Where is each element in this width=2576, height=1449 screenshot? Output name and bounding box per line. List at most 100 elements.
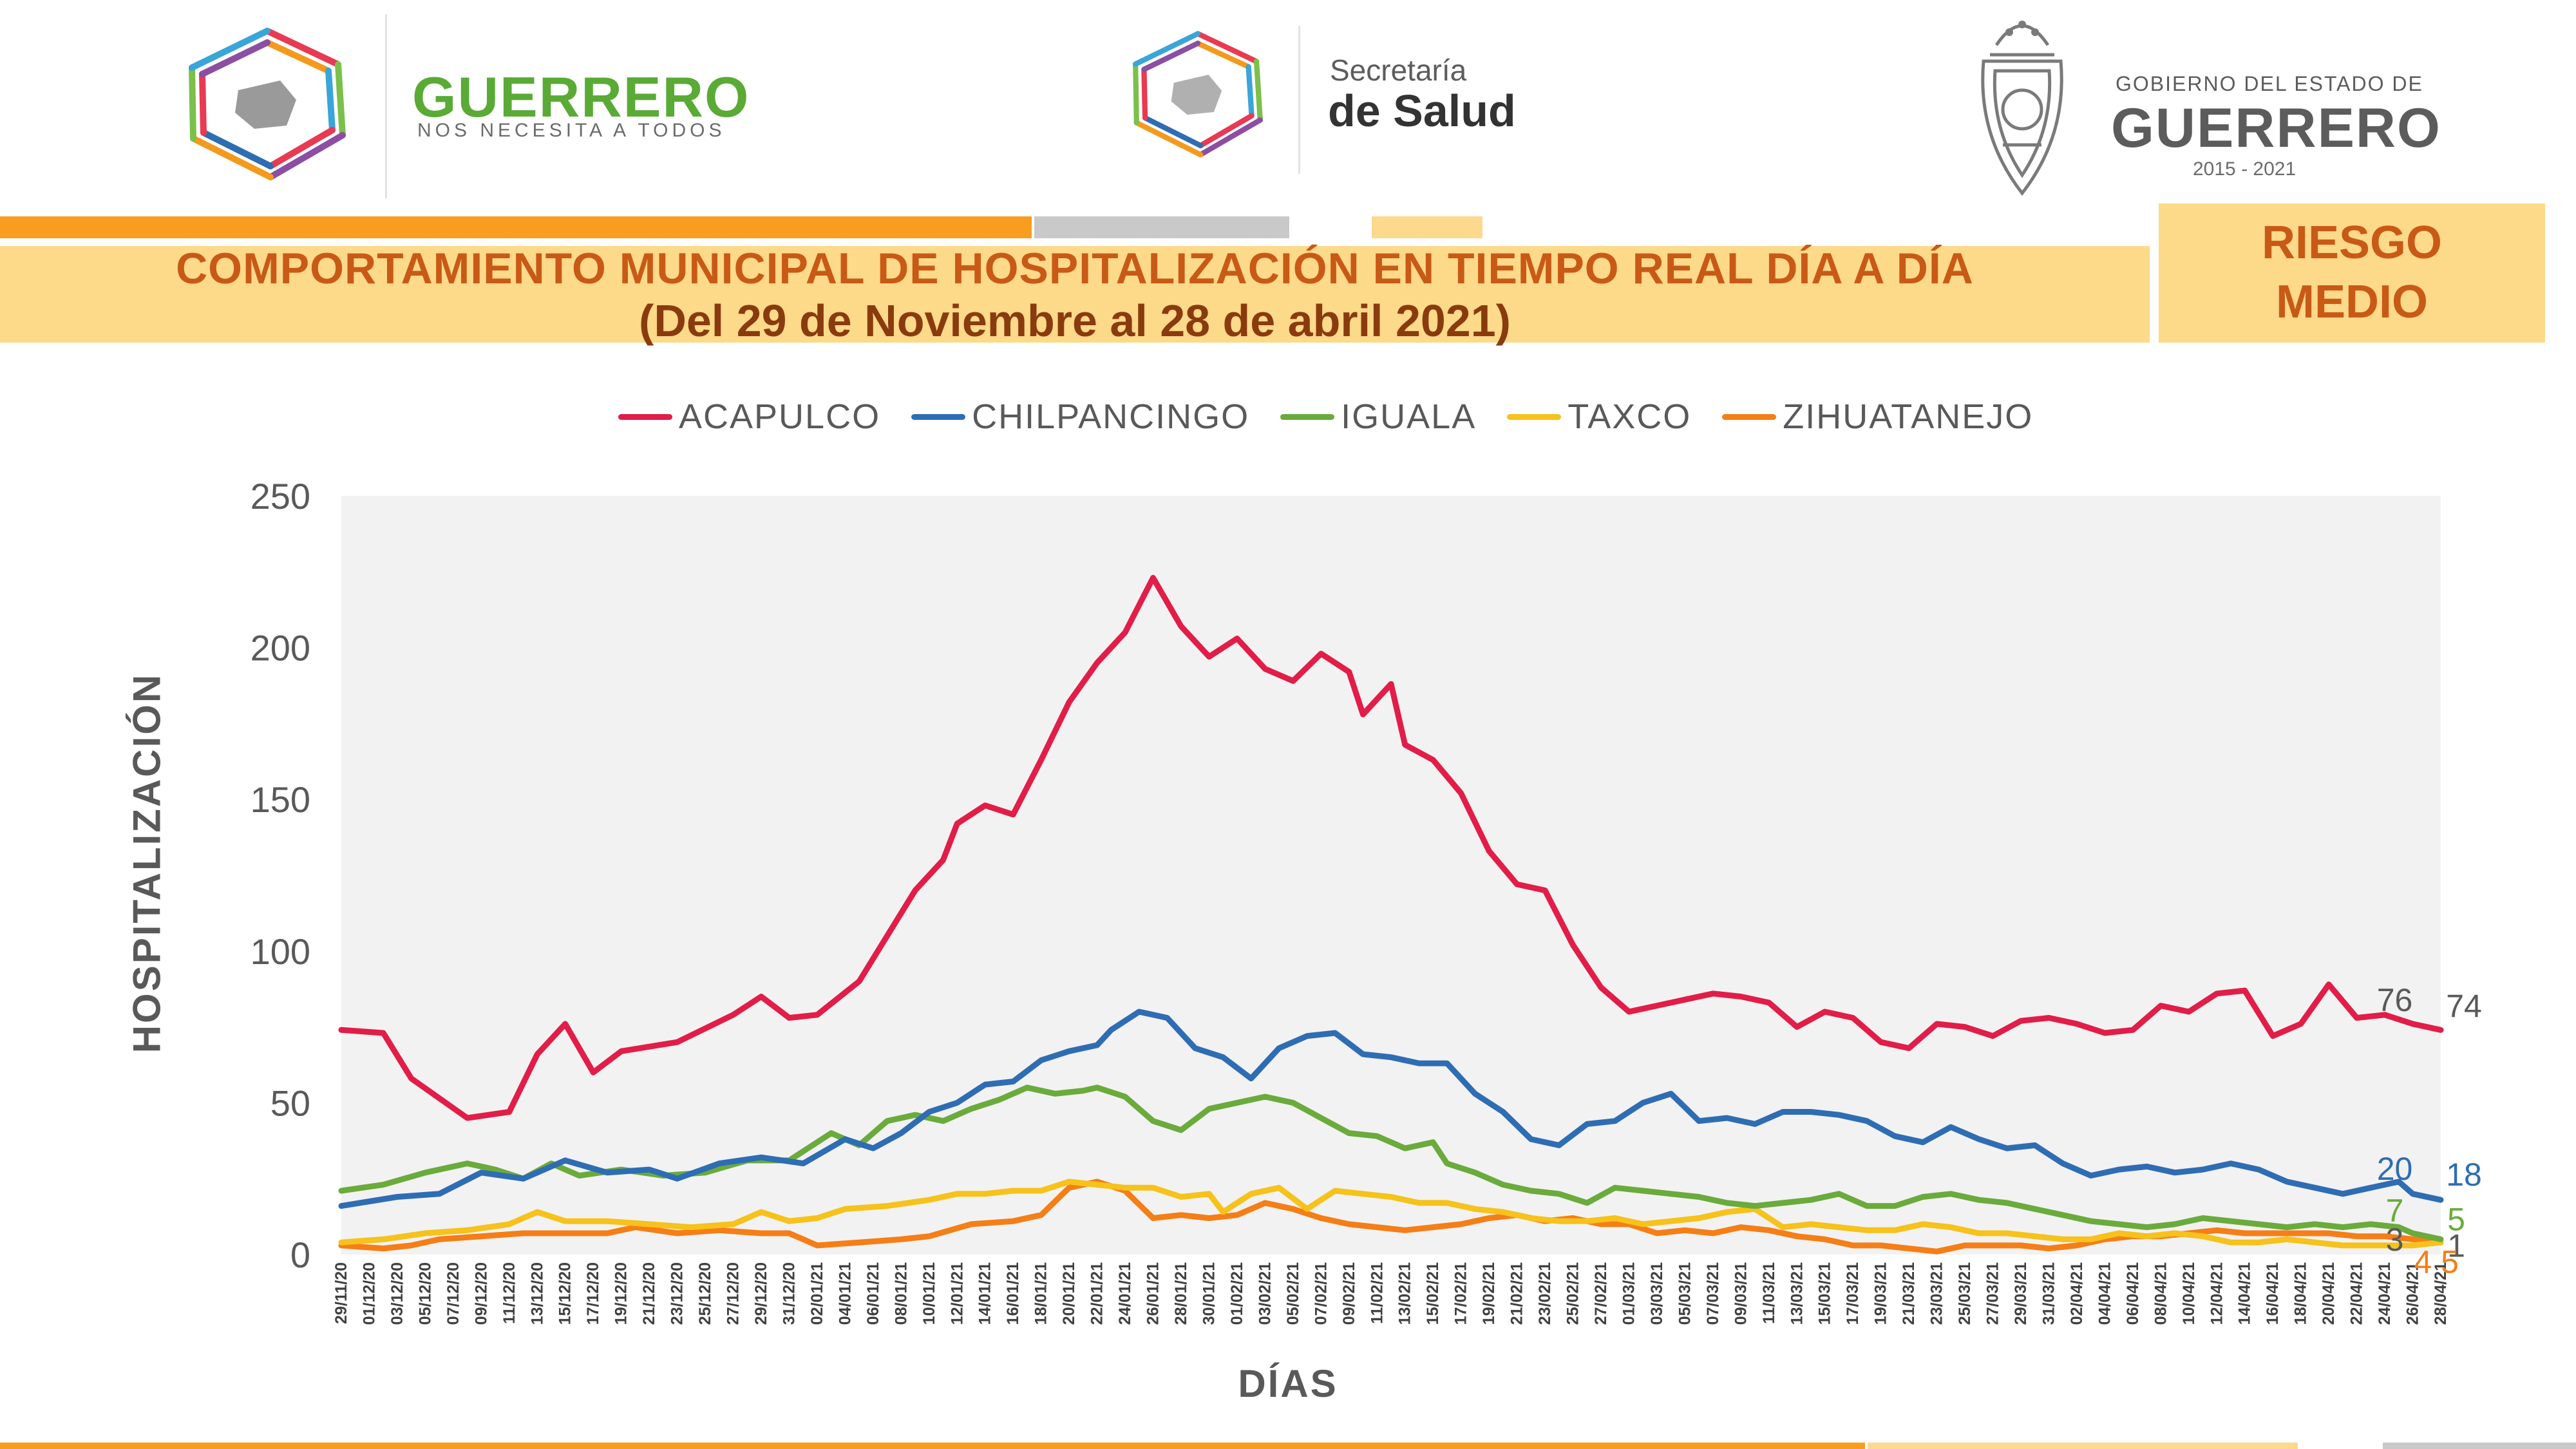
x-tick-label: 11/02/21 — [1368, 1262, 1386, 1324]
x-tick-label: 22/01/21 — [1088, 1262, 1106, 1325]
x-tick-label: 28/01/21 — [1172, 1262, 1190, 1325]
top-bar-grey — [1034, 216, 1289, 238]
bottom-bar-orange — [0, 1443, 1865, 1449]
legend-item-taxco: TAXCO — [1507, 397, 1691, 437]
x-tick-label: 18/04/21 — [2292, 1262, 2310, 1325]
x-tick-label: 26/01/21 — [1144, 1262, 1162, 1325]
x-tick-label: 23/12/20 — [668, 1262, 687, 1325]
x-tick-label: 09/12/20 — [472, 1262, 490, 1325]
title-banner — [0, 246, 2150, 343]
x-tick-label: 22/04/21 — [2348, 1262, 2366, 1325]
secretaria-wheel-logo — [1133, 31, 1263, 158]
x-tick-label: 10/01/21 — [920, 1262, 938, 1325]
x-tick-label: 02/01/21 — [808, 1262, 826, 1325]
legend-label-acapulco: ACAPULCO — [679, 397, 881, 436]
x-tick-label: 14/01/21 — [976, 1262, 994, 1325]
x-tick-label: 03/03/21 — [1648, 1262, 1666, 1325]
x-tick-label: 15/12/20 — [556, 1262, 574, 1325]
y-tick-label: 100 — [251, 931, 310, 972]
x-tick-label: 07/02/21 — [1312, 1262, 1330, 1325]
banner-subtitle: (Del 29 de Noviembre al 28 de abril 2021… — [639, 296, 1511, 346]
x-tick-label: 06/01/21 — [864, 1262, 882, 1325]
x-tick-label: 27/12/20 — [724, 1262, 743, 1325]
series-line-chilpancingo — [338, 1009, 2444, 1209]
top-bar-orange — [0, 216, 1032, 238]
x-tick-label: 17/12/20 — [584, 1262, 602, 1325]
x-tick-label: 24/04/21 — [2376, 1262, 2394, 1325]
risk-line-1: RIESGO — [2261, 217, 2443, 269]
gobierno-label: GOBIERNO DEL ESTADO DE — [2116, 72, 2423, 95]
x-tick-label: 07/12/20 — [444, 1262, 462, 1325]
x-tick-label: 21/02/21 — [1508, 1262, 1526, 1325]
legend-item-acapulco: ACAPULCO — [618, 397, 880, 437]
x-tick-label: 15/02/21 — [1424, 1262, 1442, 1325]
risk-line-2: MEDIO — [2275, 276, 2428, 328]
legend-item-chilpancingo: CHILPANCINGO — [911, 397, 1249, 437]
data-label-acapulco: 74 — [2446, 988, 2482, 1024]
x-tick-label: 25/12/20 — [696, 1262, 714, 1325]
x-tick-label: 26/04/21 — [2404, 1262, 2422, 1325]
y-tick-label: 200 — [251, 628, 310, 668]
series-line-acapulco — [338, 574, 2444, 1121]
data-label-chilpancingo: 20 — [2377, 1151, 2413, 1187]
guerrero-brand-title: GUERRERO — [412, 65, 750, 129]
x-tick-label: 04/01/21 — [836, 1262, 854, 1325]
x-tick-label: 20/04/21 — [2320, 1262, 2338, 1325]
x-tick-label: 12/01/21 — [948, 1262, 966, 1325]
x-tick-label: 29/03/21 — [2012, 1262, 2030, 1325]
x-tick-label: 31/03/21 — [2040, 1262, 2058, 1325]
x-tick-label: 08/01/21 — [892, 1262, 910, 1325]
x-tick-label: 12/04/21 — [2208, 1262, 2226, 1325]
banner-title: COMPORTAMIENTO MUNICIPAL DE HOSPITALIZAC… — [176, 244, 1974, 293]
legend-swatch-iguala — [1280, 413, 1335, 420]
y-tick-label: 50 — [270, 1083, 310, 1123]
x-tick-label: 06/04/21 — [2124, 1262, 2142, 1325]
x-tick-label: 19/02/21 — [1480, 1262, 1498, 1325]
data-label-chilpancingo: 18 — [2446, 1157, 2482, 1193]
secretaria-divider — [1298, 26, 1300, 174]
data-label-zihuatanejo: 5 — [2441, 1244, 2459, 1280]
x-tick-label: 23/02/21 — [1536, 1262, 1554, 1325]
header-divider — [385, 14, 387, 198]
x-tick-label: 19/03/21 — [1872, 1262, 1890, 1325]
x-tick-label: 07/03/21 — [1704, 1262, 1722, 1325]
x-axis-title: DÍAS — [1238, 1362, 1338, 1405]
x-tick-label: 29/12/20 — [752, 1262, 770, 1325]
x-tick-label: 25/02/21 — [1564, 1262, 1582, 1325]
x-tick-label: 27/03/21 — [1984, 1262, 2002, 1325]
bottom-bar-grey — [2383, 1443, 2576, 1449]
chart-legend: ACAPULCO CHILPANCINGO IGUALA TAXCO ZIHUA… — [618, 394, 2033, 439]
x-tick-label: 20/01/21 — [1060, 1262, 1078, 1325]
series-line-taxco — [338, 1179, 2444, 1249]
salud-label: de Salud — [1328, 86, 1516, 136]
legend-item-iguala: IGUALA — [1280, 397, 1476, 437]
x-tick-label: 25/03/21 — [1956, 1262, 1974, 1325]
data-label-iguala: 5 — [2447, 1201, 2465, 1237]
x-tick-label: 15/03/21 — [1816, 1262, 1834, 1325]
x-tick-label: 05/02/21 — [1284, 1262, 1302, 1325]
legend-item-zihuatanejo: ZIHUATANEJO — [1722, 397, 2033, 437]
data-label-zihuatanejo: 4 — [2414, 1244, 2432, 1280]
x-tick-label: 31/12/20 — [780, 1262, 798, 1325]
guerrero-wheel-logo — [189, 28, 346, 180]
x-tick-label: 09/02/21 — [1340, 1262, 1358, 1325]
gobierno-period: 2015 - 2021 — [2193, 158, 2297, 180]
x-tick-label: 21/03/21 — [1900, 1262, 1918, 1325]
x-tick-label: 27/02/21 — [1592, 1262, 1610, 1325]
x-tick-label: 02/04/21 — [2068, 1262, 2086, 1325]
x-tick-label: 17/02/21 — [1452, 1262, 1470, 1325]
x-tick-label: 05/03/21 — [1676, 1262, 1694, 1325]
x-tick-label: 01/12/20 — [360, 1262, 378, 1325]
data-label-taxco: 1 — [2447, 1227, 2465, 1264]
bottom-bar-light — [1868, 1443, 2298, 1449]
x-tick-label: 01/03/21 — [1620, 1262, 1638, 1325]
x-tick-label: 19/12/20 — [612, 1262, 630, 1325]
data-label-taxco: 3 — [2386, 1222, 2404, 1258]
gobierno-state-name: GUERRERO — [2111, 97, 2441, 159]
x-tick-label: 08/04/21 — [2152, 1262, 2170, 1325]
x-tick-label: 16/01/21 — [1004, 1262, 1022, 1325]
legend-swatch-taxco — [1507, 413, 1562, 420]
y-tick-label: 250 — [251, 476, 310, 516]
risk-badge — [2159, 204, 2545, 343]
